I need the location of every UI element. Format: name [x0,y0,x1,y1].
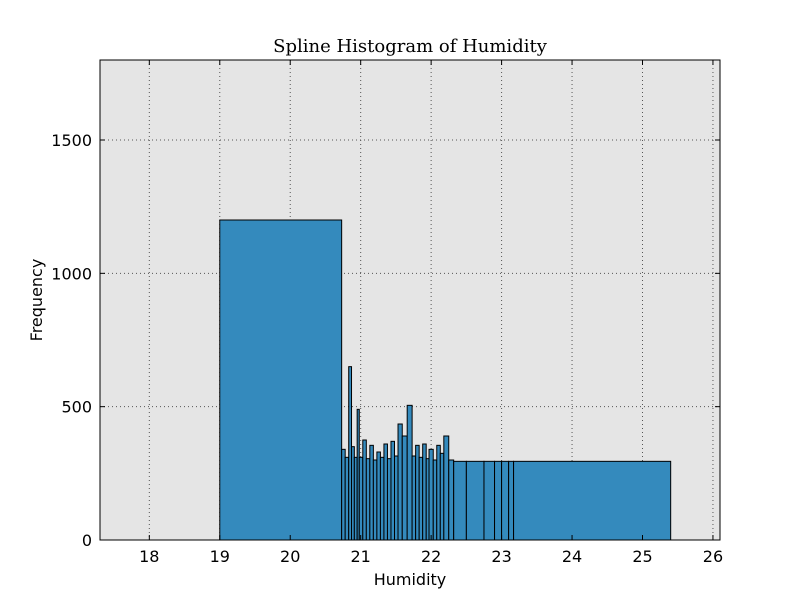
histogram-bar-8 [362,439,367,541]
histogram-bar-19 [401,435,408,541]
x-tick-label: 20 [280,547,300,566]
histogram-bar-21 [411,455,417,541]
histogram-bar-37 [508,460,515,541]
axis-ticks: 18 19 20 21 22 23 24 25 26 0 500 1000 1500 [51,60,723,566]
chart-title: Spline Histogram of Humidity [273,36,548,57]
histogram-bar-16 [390,440,395,541]
histogram-bar-12 [376,451,381,541]
histogram-bar-13 [379,456,385,541]
histogram-bar-0 [219,219,343,541]
y-tick-label: 1500 [51,131,92,150]
x-tick-label: 24 [562,547,582,566]
x-tick-label: 25 [632,547,652,566]
histogram-bar-35 [494,460,503,541]
histogram-bar-18 [397,423,403,541]
y-tick-label: 1000 [51,264,92,283]
histogram-bar-29 [439,452,445,541]
histogram-bar-22 [415,444,420,541]
histogram-bar-38 [513,460,672,541]
histogram-bar-15 [386,458,392,541]
histogram-bar-10 [369,444,374,541]
histogram-bar-26 [428,448,434,541]
histogram-bar-34 [483,460,496,541]
histogram-bar-24 [422,443,427,541]
plot-frame [99,59,721,541]
y-axis-label: Frequency [27,259,46,342]
x-tick-label: 23 [491,547,511,566]
x-tick-label: 19 [210,547,230,566]
histogram-bar-23 [418,456,424,541]
y-tick-label: 500 [61,398,92,417]
histogram-bar-36 [501,460,510,541]
x-axis-label: Humidity [374,570,447,589]
histogram-bar-31 [448,459,455,541]
histogram-bar-11 [372,459,378,541]
histogram-bar-9 [365,458,371,541]
histogram-bar-7 [358,456,364,541]
histogram-bar-14 [383,443,388,541]
histogram-bar-2 [344,456,350,541]
histogram-bar-27 [432,459,438,541]
histogram-bar-33 [465,460,485,541]
histogram-bars [219,219,672,541]
histogram-bar-28 [436,444,441,541]
x-tick-label: 26 [703,547,723,566]
histogram-bar-30 [443,435,450,541]
histogram-bar-1 [341,448,346,541]
x-tick-label: 21 [351,547,371,566]
histogram-bar-32 [453,460,467,541]
x-tick-label: 22 [421,547,441,566]
histogram-bar-17 [394,455,399,541]
x-tick-label: 18 [139,547,159,566]
histogram-bar-20 [406,404,413,541]
y-tick-label: 0 [82,531,92,550]
